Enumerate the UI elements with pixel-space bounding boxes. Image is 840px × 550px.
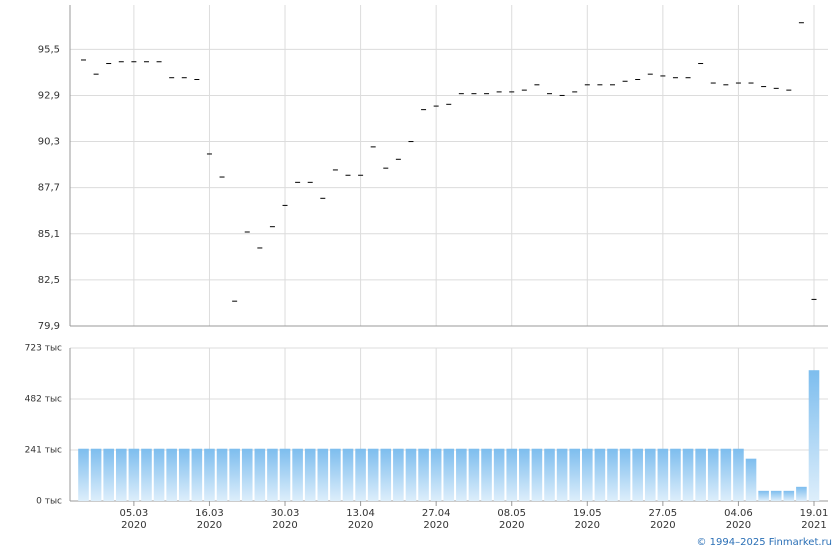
volume-bar bbox=[342, 448, 354, 501]
volume-bar bbox=[531, 448, 543, 501]
volume-bar bbox=[229, 448, 240, 501]
volume-bar bbox=[166, 448, 177, 501]
volume-bar bbox=[141, 448, 152, 501]
volume-bar bbox=[745, 458, 757, 501]
volume-bar bbox=[670, 448, 681, 501]
volume-bar bbox=[657, 448, 669, 501]
x-tick-year: 2020 bbox=[575, 520, 600, 531]
volume-bar bbox=[405, 448, 417, 501]
x-tick-label: 27.05 bbox=[649, 508, 678, 519]
y-tick-label: 95,5 bbox=[38, 44, 60, 55]
volume-bar bbox=[581, 448, 593, 501]
y-tick-label: 92,9 bbox=[38, 90, 60, 101]
volume-bar bbox=[292, 448, 303, 501]
volume-bar bbox=[544, 448, 555, 501]
x-tick-year: 2020 bbox=[348, 520, 373, 531]
x-tick-label: 19.05 bbox=[573, 508, 602, 519]
volume-bar bbox=[355, 448, 366, 501]
x-tick-label: 04.06 bbox=[724, 508, 753, 519]
volume-bar bbox=[556, 448, 568, 501]
x-tick-label: 19.01 bbox=[800, 508, 829, 519]
volume-bar bbox=[632, 448, 643, 501]
volume-bar bbox=[380, 448, 392, 501]
volume-bar bbox=[304, 448, 316, 501]
volume-bar bbox=[178, 448, 190, 501]
y-tick-label: 87,7 bbox=[38, 183, 60, 194]
volume-bar bbox=[456, 448, 467, 501]
volume-bar bbox=[430, 448, 442, 501]
volume-bar bbox=[128, 448, 140, 501]
volume-bar bbox=[468, 448, 480, 501]
x-tick-label: 16.03 bbox=[195, 508, 224, 519]
volume-bar bbox=[519, 448, 530, 501]
volume-bar bbox=[279, 448, 291, 501]
y-tick-label: 79,9 bbox=[38, 321, 60, 332]
x-tick-year: 2020 bbox=[650, 520, 675, 531]
y-tick-label: 723 тыс bbox=[25, 344, 62, 354]
y-tick-label: 0 тыс bbox=[36, 497, 62, 507]
x-tick-label: 08.05 bbox=[497, 508, 526, 519]
volume-bar bbox=[443, 448, 455, 501]
volume-bar bbox=[733, 448, 744, 501]
y-tick-label: 85,1 bbox=[38, 229, 60, 240]
volume-bar bbox=[607, 448, 618, 501]
volume-bar bbox=[418, 448, 429, 501]
volume-bar bbox=[254, 448, 266, 501]
x-tick-year: 2020 bbox=[121, 520, 146, 531]
volume-bar bbox=[267, 448, 278, 501]
x-tick-label: 27.04 bbox=[422, 508, 451, 519]
footer: © 1994–2025 Finmarket.ru bbox=[696, 537, 832, 548]
volume-bar bbox=[204, 448, 215, 501]
volume-bar bbox=[619, 448, 631, 501]
x-tick-label: 05.03 bbox=[120, 508, 149, 519]
x-tick-label: 30.03 bbox=[271, 508, 300, 519]
volume-bar bbox=[506, 448, 518, 501]
volume-bar bbox=[720, 448, 732, 501]
volume-bar bbox=[481, 448, 492, 501]
volume-bar bbox=[317, 448, 329, 501]
volume-bar bbox=[153, 448, 165, 501]
y-tick-label: 82,5 bbox=[38, 275, 60, 286]
volume-bar bbox=[808, 370, 820, 501]
volume-bar bbox=[367, 448, 379, 501]
volume-bar bbox=[770, 490, 782, 501]
volume-bar bbox=[191, 448, 203, 501]
volume-bar bbox=[796, 486, 807, 501]
y-tick-label: 90,3 bbox=[38, 137, 60, 148]
x-tick-year: 2020 bbox=[272, 520, 297, 531]
volume-bar bbox=[493, 448, 505, 501]
volume-bar bbox=[90, 448, 102, 501]
x-tick-year: 2020 bbox=[726, 520, 751, 531]
volume-bar bbox=[758, 490, 769, 501]
volume-bar bbox=[78, 448, 89, 501]
volume-bar bbox=[707, 448, 719, 501]
x-tick-year: 2020 bbox=[423, 520, 448, 531]
volume-bar bbox=[569, 448, 580, 501]
volume-bar bbox=[644, 448, 656, 501]
x-tick-year: 2021 bbox=[801, 520, 826, 531]
volume-bar bbox=[695, 448, 706, 501]
volume-bar bbox=[103, 448, 114, 501]
y-tick-label: 241 тыс bbox=[25, 446, 62, 456]
volume-bar bbox=[241, 448, 253, 501]
y-tick-label: 482 тыс bbox=[25, 395, 62, 405]
x-tick-year: 2020 bbox=[499, 520, 524, 531]
volume-bar bbox=[393, 448, 404, 501]
x-tick-year: 2020 bbox=[197, 520, 222, 531]
x-tick-label: 13.04 bbox=[346, 508, 375, 519]
volume-bar bbox=[330, 448, 341, 501]
volume-bar bbox=[594, 448, 606, 501]
volume-bar bbox=[682, 448, 694, 501]
volume-bar bbox=[783, 490, 795, 501]
volume-bar bbox=[216, 448, 228, 501]
volume-bar bbox=[115, 448, 127, 501]
